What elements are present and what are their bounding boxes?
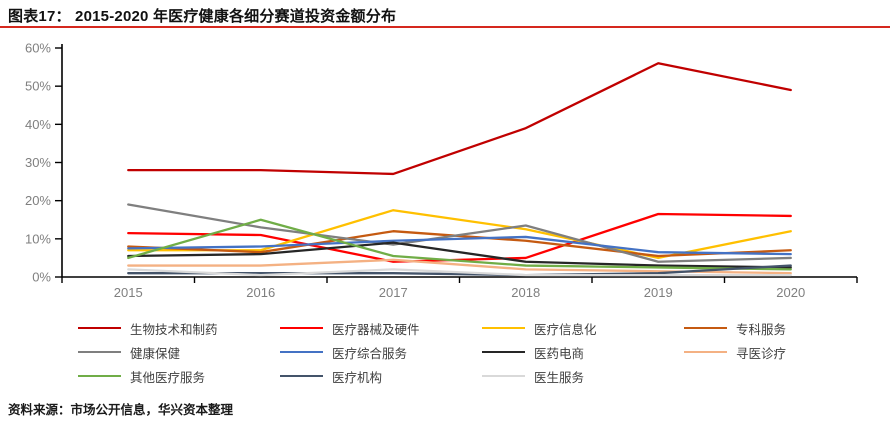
line-health-care [127, 203, 792, 263]
legend-swatch-medical-devices-hardware [280, 326, 323, 330]
x-tick-label: 2016 [246, 285, 275, 300]
y-tick-label: 30% [25, 155, 51, 170]
legend-item-other-medical-services: 其他医疗服务 [78, 364, 280, 388]
legend-swatch-health-care [78, 350, 121, 354]
legend-swatch-integrated-medical-services [280, 350, 323, 354]
x-tick-label: 2020 [776, 285, 805, 300]
legend-swatch-biotech-pharma [78, 326, 121, 330]
legend-swatch-medical-consultation [684, 350, 727, 354]
legend-item-medical-institutions: 医疗机构 [280, 364, 482, 388]
line-pharma-ecommerce [127, 241, 792, 269]
y-tick-label: 20% [25, 193, 51, 208]
legend-label-medical-consultation: 寻医诊疗 [736, 346, 787, 361]
y-tick-label: 0% [32, 270, 51, 285]
legend-item-medical-consultation: 寻医诊疗 [684, 340, 886, 364]
legend-swatch-specialty-services [684, 326, 727, 330]
legend-label-doctor-services: 医生服务 [534, 370, 585, 385]
title-accent-rule [0, 26, 890, 28]
line-other-medical-services [127, 218, 792, 271]
source-note: 资料来源：市场公开信息，华兴资本整理 [8, 403, 234, 417]
legend-item-medical-devices-hardware: 医疗器械及硬件 [280, 316, 482, 340]
legend-label-medical-it: 医疗信息化 [534, 322, 597, 337]
y-tick-label: 10% [25, 231, 51, 246]
line-integrated-medical-services [127, 235, 792, 256]
legend-swatch-medical-institutions [280, 374, 323, 378]
legend-item-pharma-ecommerce: 医药电商 [482, 340, 684, 364]
y-tick-label: 60% [25, 41, 51, 56]
legend-item-biotech-pharma: 生物技术和制药 [78, 316, 280, 340]
legend-label-health-care: 健康保健 [130, 346, 181, 361]
legend-item-specialty-services: 专科服务 [684, 316, 886, 340]
legend-swatch-other-medical-services [78, 374, 121, 378]
x-tick-label: 2019 [644, 285, 673, 300]
x-tick-label: 2017 [379, 285, 408, 300]
x-tick-label: 2018 [511, 285, 540, 300]
legend-label-biotech-pharma: 生物技术和制药 [130, 322, 218, 337]
line-biotech-pharma [127, 62, 792, 176]
legend-label-specialty-services: 专科服务 [736, 322, 787, 337]
legend-label-integrated-medical-services: 医疗综合服务 [332, 346, 408, 361]
legend-item-doctor-services: 医生服务 [482, 364, 684, 388]
line-doctor-services [127, 268, 792, 277]
x-tick-label: 2015 [114, 285, 143, 300]
legend-item-medical-it: 医疗信息化 [482, 316, 684, 340]
legend-item-integrated-medical-services: 医疗综合服务 [280, 340, 482, 364]
legend-swatch-pharma-ecommerce [482, 350, 525, 354]
legend-label-medical-institutions: 医疗机构 [332, 370, 383, 385]
legend-swatch-doctor-services [482, 374, 525, 378]
y-tick-label: 50% [25, 79, 51, 94]
legend-label-other-medical-services: 其他医疗服务 [130, 370, 206, 385]
legend-label-medical-devices-hardware: 医疗器械及硬件 [332, 322, 420, 337]
legend-label-pharma-ecommerce: 医药电商 [534, 346, 585, 361]
y-tick-label: 40% [25, 117, 51, 132]
page-title: 图表17： 2015-2020 年医疗健康各细分赛道投资金额分布 [8, 8, 397, 25]
legend-swatch-medical-it [482, 326, 525, 330]
legend-item-health-care: 健康保健 [78, 340, 280, 364]
chart-legend: 生物技术和制药 医疗器械及硬件 医疗信息化 专科服务健康保健 医疗综合服务 医药电商 寻医诊… [78, 316, 878, 388]
line-chart: 0% 10% 20% 30% 40% 50% 60% 2015 2016 2017 2018 2019… [25, 41, 858, 300]
